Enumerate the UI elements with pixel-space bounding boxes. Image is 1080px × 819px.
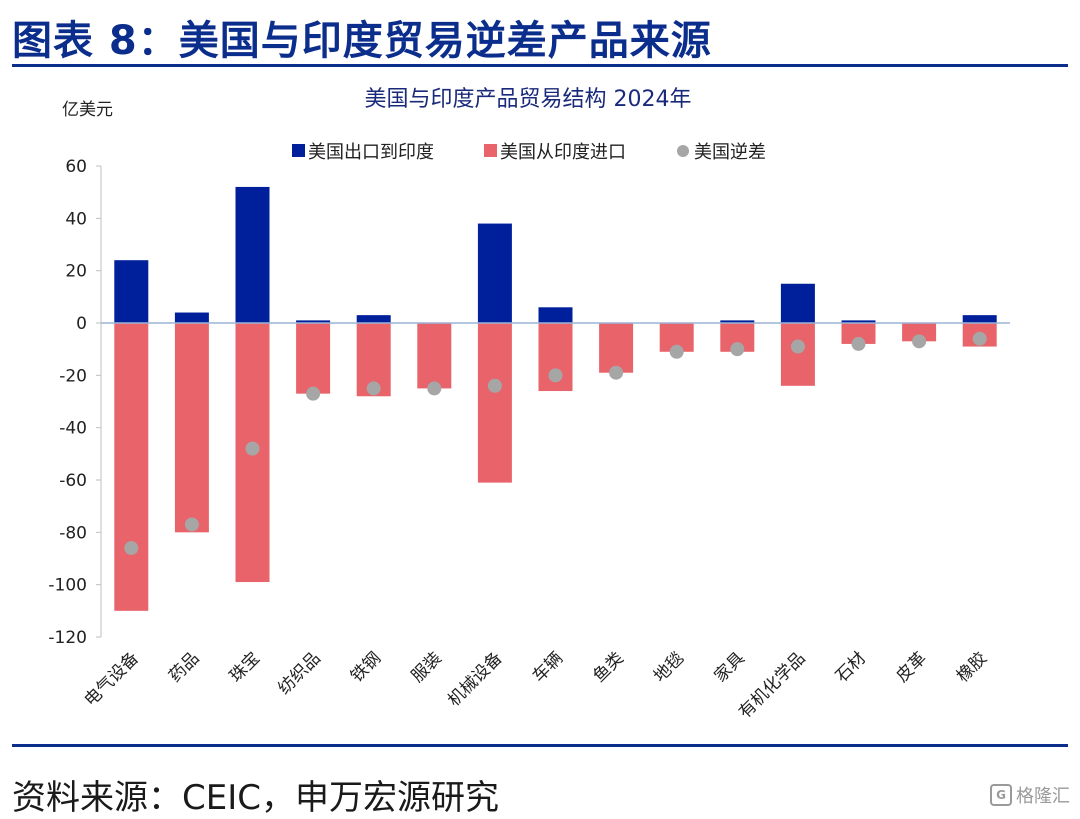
- y-tick-label: 20: [65, 262, 87, 282]
- y-tick-label: -80: [59, 523, 87, 543]
- bar-import: [174, 323, 209, 533]
- point-deficit: [790, 339, 805, 354]
- y-axis: 60 40 20 0 -20 -40 -60 -80 -100 -120: [48, 157, 101, 648]
- series-deficit-points: [124, 331, 987, 556]
- y-tick-label: 0: [76, 314, 87, 334]
- bar-export: [235, 186, 270, 323]
- legend-label-export: 美国出口到印度: [308, 142, 434, 163]
- bar-chart: 美国与印度产品贸易结构 2024年 亿美元 美国出口到印度 美国从印度进口 美国…: [48, 87, 1010, 723]
- bar-export: [477, 223, 512, 323]
- bar-export: [962, 315, 997, 323]
- bar-import: [417, 323, 452, 389]
- legend-label-deficit: 美国逆差: [694, 142, 766, 163]
- bar-export: [720, 320, 755, 323]
- bar-export: [538, 307, 573, 323]
- y-tick-label: -100: [48, 576, 87, 596]
- legend-swatch-export: [292, 144, 305, 157]
- x-category-label: 橡胶: [953, 648, 991, 686]
- bar-import: [296, 323, 331, 394]
- point-deficit: [366, 381, 381, 396]
- x-category-label: 地毯: [650, 648, 688, 686]
- bar-export: [296, 320, 331, 323]
- legend-label-import: 美国从印度进口: [500, 142, 626, 163]
- watermark-logo-icon: G: [990, 784, 1012, 806]
- x-category-label: 药品: [165, 648, 203, 686]
- x-category-label: 石材: [832, 648, 870, 686]
- bar-import: [780, 323, 815, 386]
- point-deficit: [609, 365, 624, 380]
- y-tick-label: -60: [59, 471, 87, 491]
- point-deficit: [124, 541, 139, 556]
- bar-export: [174, 312, 209, 323]
- series-export-bars: [114, 186, 997, 323]
- legend: 美国出口到印度 美国从印度进口 美国逆差: [292, 142, 766, 163]
- x-category-label: 车辆: [529, 648, 567, 686]
- bar-import: [477, 323, 512, 483]
- y-tick-label: 60: [65, 157, 87, 177]
- bar-export: [780, 283, 815, 323]
- point-deficit: [184, 517, 199, 532]
- source-note: 资料来源：CEIC，申万宏源研究: [12, 778, 499, 818]
- chart-title: 美国与印度产品贸易结构 2024年: [365, 87, 692, 112]
- y-tick-label: -20: [59, 366, 87, 386]
- x-category-label: 电气设备: [81, 648, 143, 710]
- x-category-label: 纺织品: [274, 648, 324, 698]
- x-category-label: 服装: [408, 648, 446, 686]
- bar-export: [356, 315, 391, 323]
- legend-swatch-import: [484, 144, 497, 157]
- top-rule: [12, 64, 1068, 67]
- point-deficit: [912, 334, 927, 349]
- point-deficit: [851, 336, 866, 351]
- legend-marker-deficit: [677, 145, 689, 157]
- x-category-label: 皮革: [892, 648, 930, 686]
- bar-import: [902, 323, 937, 342]
- bar-export: [841, 320, 876, 323]
- watermark: G 格隆汇: [990, 782, 1070, 808]
- x-category-label: 机械设备: [444, 648, 506, 710]
- point-deficit: [669, 344, 684, 359]
- series-import-bars: [114, 323, 997, 611]
- bar-export: [114, 260, 149, 323]
- bar-import: [841, 323, 876, 344]
- point-deficit: [972, 331, 987, 346]
- y-tick-label: 40: [65, 209, 87, 229]
- watermark-text: 格隆汇: [1016, 786, 1070, 807]
- x-category-label: 家具: [711, 648, 749, 686]
- x-category-label: 有机化学品: [735, 648, 809, 722]
- y-axis-unit-label: 亿美元: [62, 100, 113, 120]
- bottom-rule: [12, 744, 1068, 747]
- point-deficit: [487, 378, 502, 393]
- point-deficit: [306, 386, 321, 401]
- y-tick-label: -40: [59, 419, 87, 439]
- bar-import: [114, 323, 149, 611]
- figure-title: 图表 8：美国与印度贸易逆差产品来源: [12, 18, 712, 64]
- x-category-label: 珠宝: [226, 648, 264, 686]
- point-deficit: [548, 368, 563, 383]
- point-deficit: [245, 441, 260, 456]
- bar-import: [599, 323, 634, 373]
- x-category-label: 铁钢: [347, 648, 385, 686]
- point-deficit: [427, 381, 442, 396]
- x-category-label: 鱼类: [589, 648, 627, 686]
- point-deficit: [730, 342, 745, 357]
- y-tick-label: -120: [48, 628, 87, 648]
